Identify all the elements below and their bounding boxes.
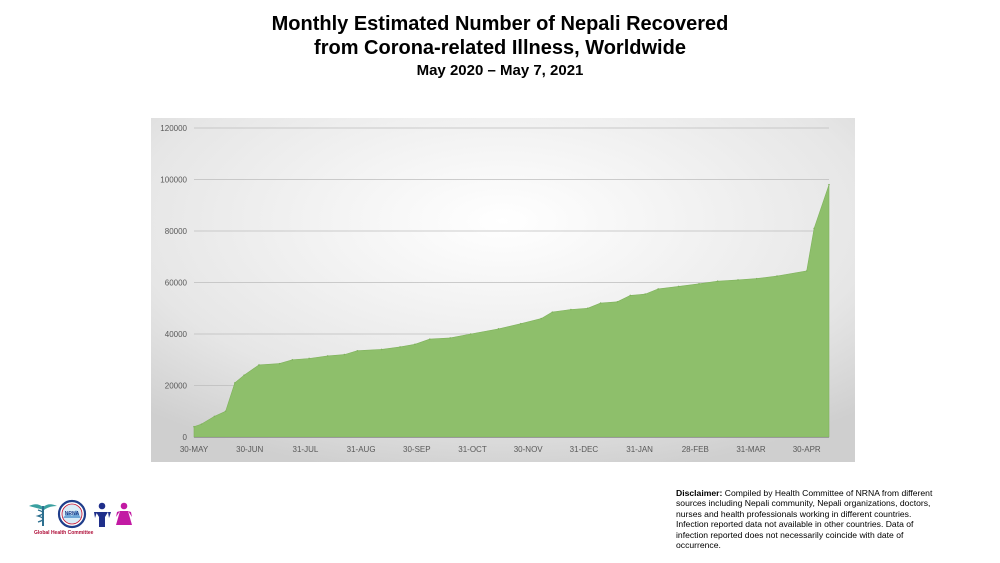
data-point bbox=[551, 311, 554, 313]
x-tick-label: 31-JUL bbox=[293, 445, 319, 454]
data-point bbox=[698, 282, 700, 285]
data-point bbox=[657, 288, 659, 290]
x-tick-label: 30-SEP bbox=[403, 445, 431, 454]
data-point bbox=[380, 348, 383, 351]
x-tick-label: 30-APR bbox=[793, 445, 821, 454]
data-point bbox=[805, 270, 808, 272]
data-point bbox=[258, 364, 260, 366]
y-tick-label: 80000 bbox=[165, 227, 188, 236]
data-point bbox=[629, 294, 632, 297]
data-point bbox=[616, 301, 619, 303]
data-point bbox=[213, 415, 216, 418]
data-point bbox=[813, 227, 815, 230]
x-tick-label: 31-DEC bbox=[570, 445, 599, 454]
y-tick-label: 0 bbox=[183, 433, 188, 442]
recovered-area bbox=[193, 184, 830, 438]
caduceus-icon bbox=[29, 504, 57, 526]
data-point bbox=[737, 279, 739, 281]
disclaimer-label: Disclaimer: bbox=[676, 488, 723, 498]
data-point bbox=[776, 275, 778, 277]
data-point bbox=[200, 423, 203, 425]
data-point bbox=[193, 425, 195, 428]
data-point bbox=[586, 307, 589, 310]
svg-text:NRNA: NRNA bbox=[65, 511, 80, 517]
data-point bbox=[243, 374, 245, 377]
person-magenta-icon bbox=[116, 502, 132, 525]
x-tick-label: 31-OCT bbox=[458, 445, 487, 454]
data-point bbox=[755, 277, 758, 280]
nrna-logo: NRNA bbox=[25, 498, 145, 540]
data-point bbox=[234, 382, 236, 384]
person-blue-icon bbox=[94, 502, 111, 527]
chart-title: Monthly Estimated Number of Nepali Recov… bbox=[271, 13, 729, 35]
chart-title-line2: from Corona-related Illness, Worldwide bbox=[314, 37, 686, 59]
data-point bbox=[291, 358, 294, 361]
data-point bbox=[599, 302, 602, 304]
data-point bbox=[449, 337, 452, 339]
x-tick-label: 31-JAN bbox=[626, 445, 653, 454]
y-tick-label: 60000 bbox=[165, 279, 188, 288]
data-point bbox=[356, 349, 359, 352]
x-tick-label: 31-AUG bbox=[347, 445, 376, 454]
chart-subtitle: May 2020 – May 7, 2021 bbox=[416, 62, 584, 79]
data-point bbox=[278, 362, 281, 365]
data-point bbox=[414, 343, 416, 346]
nrna-badge-icon: NRNA bbox=[57, 499, 87, 529]
disclaimer-text: Disclaimer: Compiled by Health Committee… bbox=[676, 488, 946, 550]
x-tick-label: 31-MAR bbox=[736, 445, 766, 454]
data-point bbox=[540, 317, 543, 320]
y-tick-label: 20000 bbox=[165, 382, 188, 391]
data-point bbox=[677, 285, 680, 288]
data-point bbox=[343, 353, 346, 356]
data-point bbox=[519, 322, 522, 325]
y-tick-label: 120000 bbox=[160, 124, 187, 133]
data-point bbox=[326, 355, 329, 357]
data-point bbox=[644, 293, 646, 295]
data-point bbox=[308, 357, 310, 360]
chart-title-block: Monthly Estimated Number of Nepali Recov… bbox=[0, 12, 1000, 80]
y-tick-label: 100000 bbox=[160, 176, 187, 185]
disclaimer-body: Compiled by Health Committee of NRNA fro… bbox=[676, 488, 933, 551]
data-point bbox=[497, 328, 500, 330]
data-point bbox=[399, 346, 401, 348]
y-tick-label: 40000 bbox=[165, 330, 188, 339]
x-tick-label: 28-FEB bbox=[682, 445, 709, 454]
data-point bbox=[828, 183, 830, 186]
data-point bbox=[224, 410, 227, 413]
data-point bbox=[429, 338, 431, 340]
x-tick-label: 30-NOV bbox=[514, 445, 544, 454]
logo-caption: Global Health Committee bbox=[34, 530, 94, 536]
data-point bbox=[716, 280, 719, 283]
x-tick-label: 30-JUN bbox=[236, 445, 263, 454]
data-point bbox=[570, 308, 572, 311]
x-tick-label: 30-MAY bbox=[180, 445, 209, 454]
data-point bbox=[469, 333, 472, 335]
